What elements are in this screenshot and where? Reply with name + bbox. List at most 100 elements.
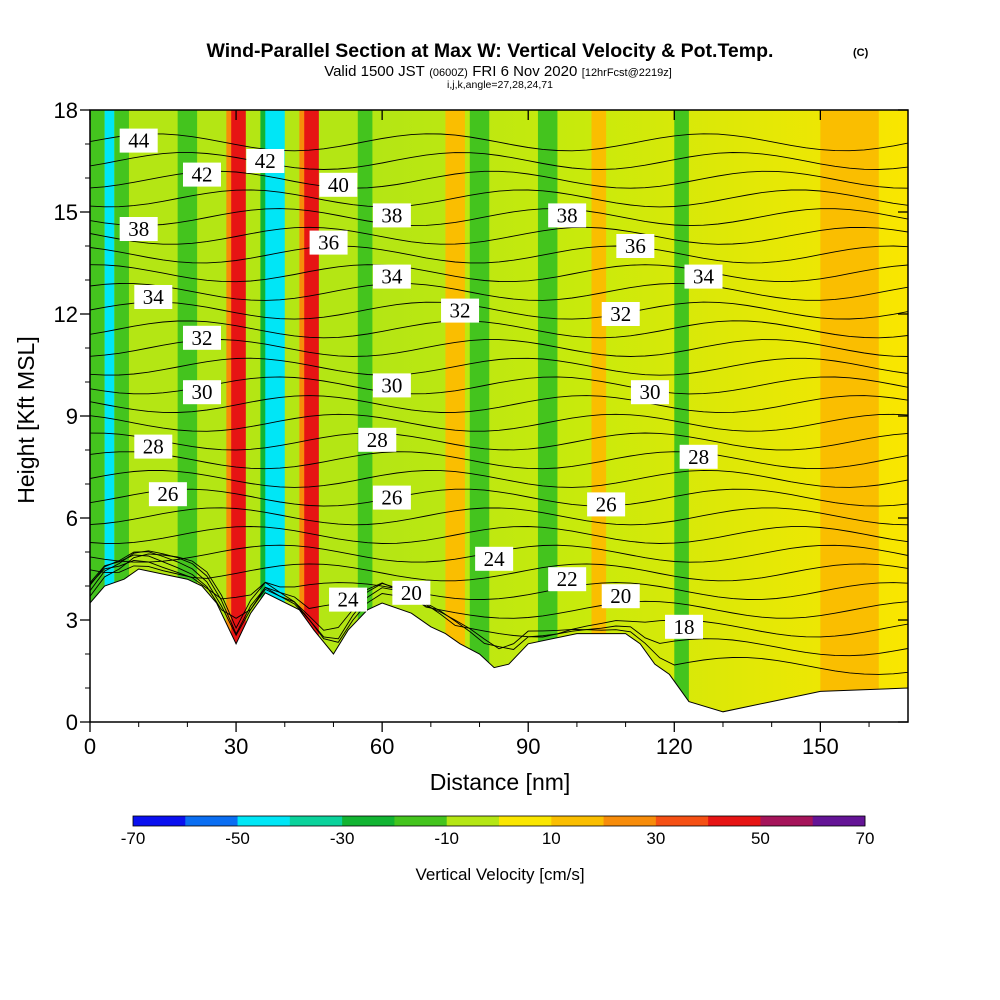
theta-label-text: 34 [381,265,403,289]
velocity-band [265,110,285,722]
theta-contour [90,264,908,283]
theta-contour [90,451,908,470]
theta-label-text: 32 [450,299,471,323]
theta-contour [90,554,908,619]
theta-label: 26 [372,485,411,510]
theta-contour [90,301,908,320]
theta-contour [90,339,908,357]
theta-contour [90,245,908,264]
colorbar-segment [655,816,709,826]
theta-label-text: 18 [674,615,695,639]
theta-contour [90,133,908,152]
theta-label-text: 32 [610,302,631,326]
colorbar-segment [499,816,552,826]
theta-label: 36 [309,230,348,255]
theta-label: 20 [601,584,640,609]
theta-label-text: 30 [191,380,212,404]
colorbar: -70 -50 -30 -10 10 30 50 70 [121,815,875,848]
plot-area: 44 42 42 40 38 38 38 36 36 34 34 34 32 32 32 30 30 30 28 28… [90,110,908,722]
velocity-band [445,110,465,722]
theta-label-text: 28 [367,428,388,452]
theta-label: 34 [372,264,411,289]
velocity-band [820,110,879,722]
theta-label: 38 [119,217,158,241]
x-axis-label: Distance [nm] [430,769,571,795]
theta-label: 42 [182,162,221,187]
theta-label: 18 [665,614,704,639]
theta-contour [90,189,908,208]
theta-label: 42 [246,149,285,173]
velocity-band [591,110,607,722]
theta-label-text: 38 [128,217,149,241]
theta-label-text: 34 [143,285,165,309]
colorbar-segment [133,816,186,826]
x-tick-label: 0 [84,734,96,759]
velocity-bands [90,110,879,722]
colorbar-frame [132,815,866,827]
theta-contour [90,413,908,432]
theta-label-text: 26 [157,482,178,506]
theta-label-text: 44 [128,129,150,153]
theta-label-text: 38 [381,203,402,227]
theta-label: 24 [475,546,514,571]
theta-label: 44 [119,128,158,153]
theta-label-text: 36 [625,234,646,258]
colorbar-segment [760,816,814,826]
theta-label-text: 28 [143,435,164,459]
y-tick-label: 15 [54,200,78,225]
theta-label-text: 38 [557,203,578,227]
theta-contour [90,432,908,451]
theta-label: 20 [392,580,431,605]
theta-contour [90,170,908,189]
chart-title: Wind-Parallel Section at Max W: Vertical… [207,40,774,62]
colorbar-tick-label: 30 [646,829,665,848]
theta-label: 22 [548,567,587,592]
grid-info: i,j,k,angle=27,28,24,71 [447,79,553,91]
colorbar-segment [342,816,395,826]
theta-label: 32 [182,325,221,350]
theta-label: 34 [134,285,173,309]
theta-label: 34 [684,264,723,289]
velocity-band [114,110,129,722]
x-tick-label: 60 [370,734,394,759]
colorbar-segment [812,816,866,826]
theta-label-text: 20 [401,581,422,605]
colorbar-segment [603,816,657,826]
colorbar-segment [446,816,500,826]
theta-contour [90,320,908,339]
theta-contour [90,152,908,170]
theta-contour [90,282,908,301]
velocity-band [90,110,105,722]
theta-label: 40 [319,172,358,197]
y-tick-label: 3 [66,608,78,633]
theta-label: 38 [372,203,411,228]
theta-label: 32 [601,302,640,326]
theta-contour [90,469,908,488]
theta-label-text: 30 [639,380,660,404]
colorbar-tick-label: -10 [434,829,459,848]
theta-label-text: 32 [191,326,212,350]
theta-label: 32 [441,298,480,323]
y-tick-label: 6 [66,506,78,531]
colorbar-tick-label: -70 [121,829,146,848]
theta-label: 36 [616,234,655,258]
theta-contour [90,551,908,638]
theta-contour [90,395,908,414]
colorbar-tick-label: 10 [542,829,561,848]
theta-contour [90,553,908,675]
theta-contours [90,133,908,675]
colorbar-tick-label: 70 [856,829,875,848]
theta-contour [90,550,908,657]
theta-contour [90,526,908,544]
theta-label: 28 [358,427,397,452]
y-tick-label: 9 [66,404,78,429]
x-tick-label: 150 [802,734,839,759]
y-tick-label: 0 [66,710,78,735]
theta-contour [90,376,908,395]
theta-label-text: 24 [338,588,360,612]
theta-label-text: 36 [318,231,339,255]
theta-label: 38 [548,203,587,228]
theta-label: 30 [630,380,669,405]
